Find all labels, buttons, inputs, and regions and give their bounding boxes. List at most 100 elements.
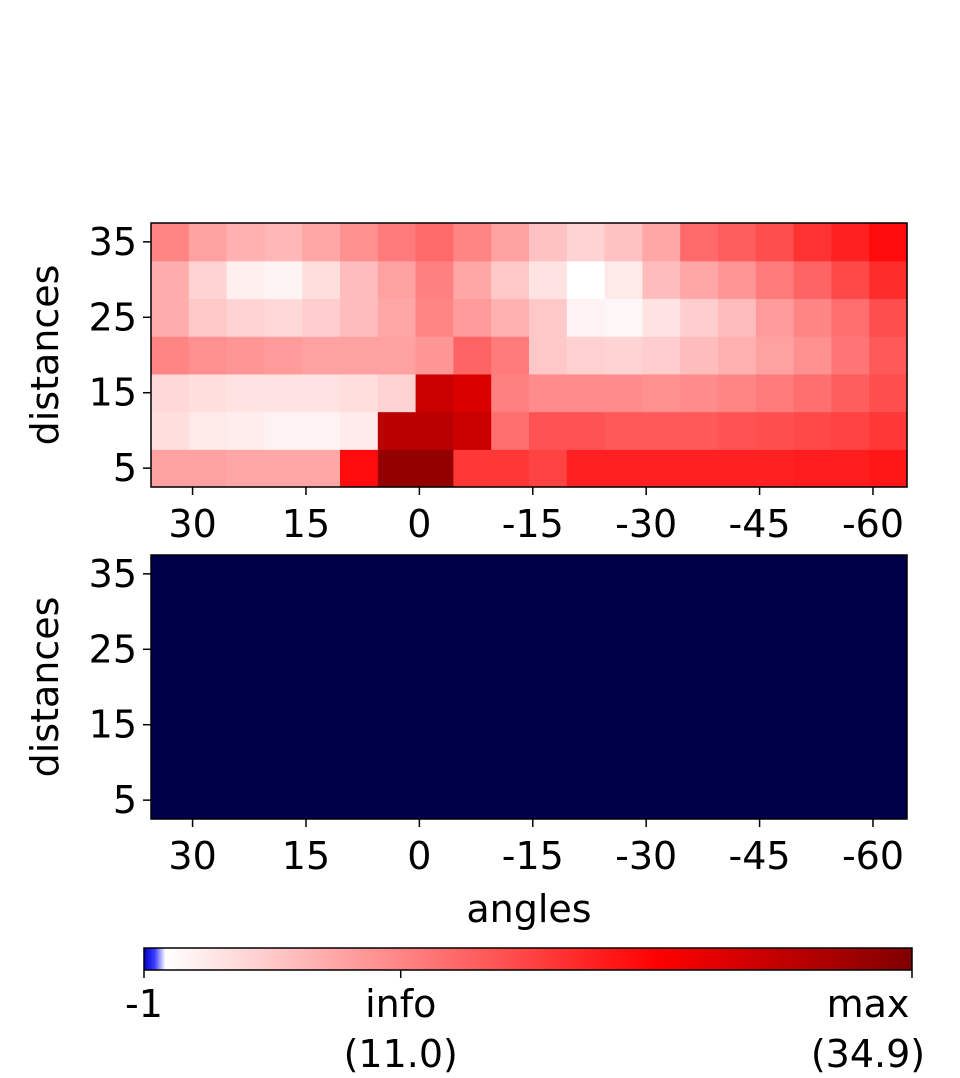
heatmap-cell bbox=[793, 411, 832, 450]
x-tick-label: -15 bbox=[502, 502, 564, 546]
heatmap-top-x-axis: 30 15 0 -15 -30 -45 -60 bbox=[168, 487, 904, 546]
heatmap-cell bbox=[151, 260, 190, 300]
heatmap-cell bbox=[151, 449, 190, 488]
heatmap-cell bbox=[566, 449, 606, 488]
heatmap-cell bbox=[226, 298, 265, 337]
y-tick-label: 5 bbox=[113, 446, 137, 490]
heatmap-cell bbox=[755, 373, 795, 413]
heatmap-cell bbox=[226, 223, 265, 262]
heatmap-cell bbox=[831, 411, 870, 450]
heatmap-top-frame bbox=[150, 222, 908, 488]
heatmap-cell bbox=[604, 449, 643, 488]
heatmap-cell bbox=[755, 298, 795, 337]
heatmap-cell bbox=[377, 298, 417, 337]
heatmap-cell bbox=[642, 298, 681, 337]
heatmap-cell bbox=[226, 449, 265, 488]
colorbar-max-label: max bbox=[827, 982, 910, 1026]
heatmap-cell bbox=[869, 223, 908, 262]
heatmap-cell bbox=[680, 336, 719, 375]
colorbar-gradient bbox=[144, 948, 912, 970]
heatmap-cell bbox=[340, 373, 379, 413]
heatmap-cell bbox=[188, 260, 228, 300]
heatmap-cell bbox=[491, 373, 530, 413]
x-tick-label: 15 bbox=[282, 834, 330, 878]
heatmap-cell bbox=[377, 411, 417, 450]
heatmap-cell bbox=[793, 373, 832, 413]
heatmap-cell bbox=[415, 411, 454, 450]
heatmap-cell bbox=[755, 336, 795, 375]
heatmap-cell bbox=[415, 223, 454, 262]
heatmap-cell bbox=[566, 298, 606, 337]
heatmap-cell bbox=[264, 298, 303, 337]
heatmap-cell bbox=[566, 223, 606, 262]
heatmap-cell bbox=[340, 298, 379, 337]
heatmap-cell bbox=[642, 449, 681, 488]
heatmap-bottom-frame bbox=[150, 554, 908, 820]
heatmap-cell bbox=[831, 336, 870, 375]
heatmap-cell bbox=[377, 449, 417, 488]
heatmap-cell bbox=[604, 223, 643, 262]
heatmap-cell bbox=[302, 298, 341, 337]
heatmap-cell bbox=[415, 373, 454, 413]
x-tick-label: -15 bbox=[502, 834, 564, 878]
heatmap-cell bbox=[718, 373, 757, 413]
heatmap-cell bbox=[188, 373, 228, 413]
heatmap-cell bbox=[226, 336, 265, 375]
heatmap-cell bbox=[377, 336, 417, 375]
heatmap-cell bbox=[453, 449, 492, 488]
heatmap-cell bbox=[566, 336, 606, 375]
heatmap-cell bbox=[188, 449, 228, 488]
heatmap-cell bbox=[604, 411, 643, 450]
heatmap-cell bbox=[529, 373, 568, 413]
heatmap-cell bbox=[491, 223, 530, 262]
heatmap-cell bbox=[302, 411, 341, 450]
heatmap-cell bbox=[340, 411, 379, 450]
heatmap-cell bbox=[453, 373, 492, 413]
heatmap-cell bbox=[831, 223, 870, 262]
y-tick-label: 25 bbox=[89, 295, 137, 339]
y-tick-label: 25 bbox=[89, 627, 137, 671]
heatmap-cell bbox=[831, 298, 870, 337]
heatmap-cell bbox=[453, 298, 492, 337]
x-tick-label: 0 bbox=[407, 502, 431, 546]
heatmap-top-y-axis: 35 25 15 5 bbox=[89, 220, 151, 490]
y-tick-label: 5 bbox=[113, 778, 137, 822]
heatmap-cell bbox=[604, 298, 643, 337]
heatmap-cell bbox=[793, 449, 832, 488]
heatmap-cell bbox=[264, 336, 303, 375]
heatmap-cell bbox=[151, 336, 190, 375]
heatmap-cell bbox=[226, 411, 265, 450]
x-tick-label: 30 bbox=[168, 834, 216, 878]
heatmap-cell bbox=[151, 223, 190, 262]
heatmap-cell bbox=[869, 373, 908, 413]
y-tick-label: 35 bbox=[89, 552, 137, 596]
heatmap-cell bbox=[264, 223, 303, 262]
heatmap-cell bbox=[188, 336, 228, 375]
heatmap-cell bbox=[377, 373, 417, 413]
heatmap-cell bbox=[340, 223, 379, 262]
x-tick-label: -30 bbox=[615, 834, 677, 878]
x-tick-label: 15 bbox=[282, 502, 330, 546]
heatmap-cell bbox=[264, 411, 303, 450]
x-tick-label: -30 bbox=[615, 502, 677, 546]
heatmap-cell bbox=[718, 298, 757, 337]
heatmap-cell bbox=[226, 260, 265, 300]
heatmap-cell bbox=[869, 336, 908, 375]
heatmap-cell bbox=[188, 411, 228, 450]
heatmap-cell bbox=[642, 223, 681, 262]
heatmap-cell bbox=[340, 336, 379, 375]
heatmap-cell bbox=[453, 260, 492, 300]
colorbar-ticks bbox=[143, 970, 913, 978]
heatmap-cell bbox=[642, 373, 681, 413]
x-tick-label: -45 bbox=[729, 834, 791, 878]
x-tick-label: -60 bbox=[842, 834, 904, 878]
heatmap-cell bbox=[793, 260, 832, 300]
heatmap-cell bbox=[491, 336, 530, 375]
heatmap-cell bbox=[680, 298, 719, 337]
y-tick-label: 15 bbox=[89, 371, 137, 415]
heatmap-top-cells bbox=[151, 223, 908, 488]
heatmap-cell bbox=[680, 411, 719, 450]
heatmap-cell bbox=[718, 260, 757, 300]
heatmap-cell bbox=[680, 449, 719, 488]
